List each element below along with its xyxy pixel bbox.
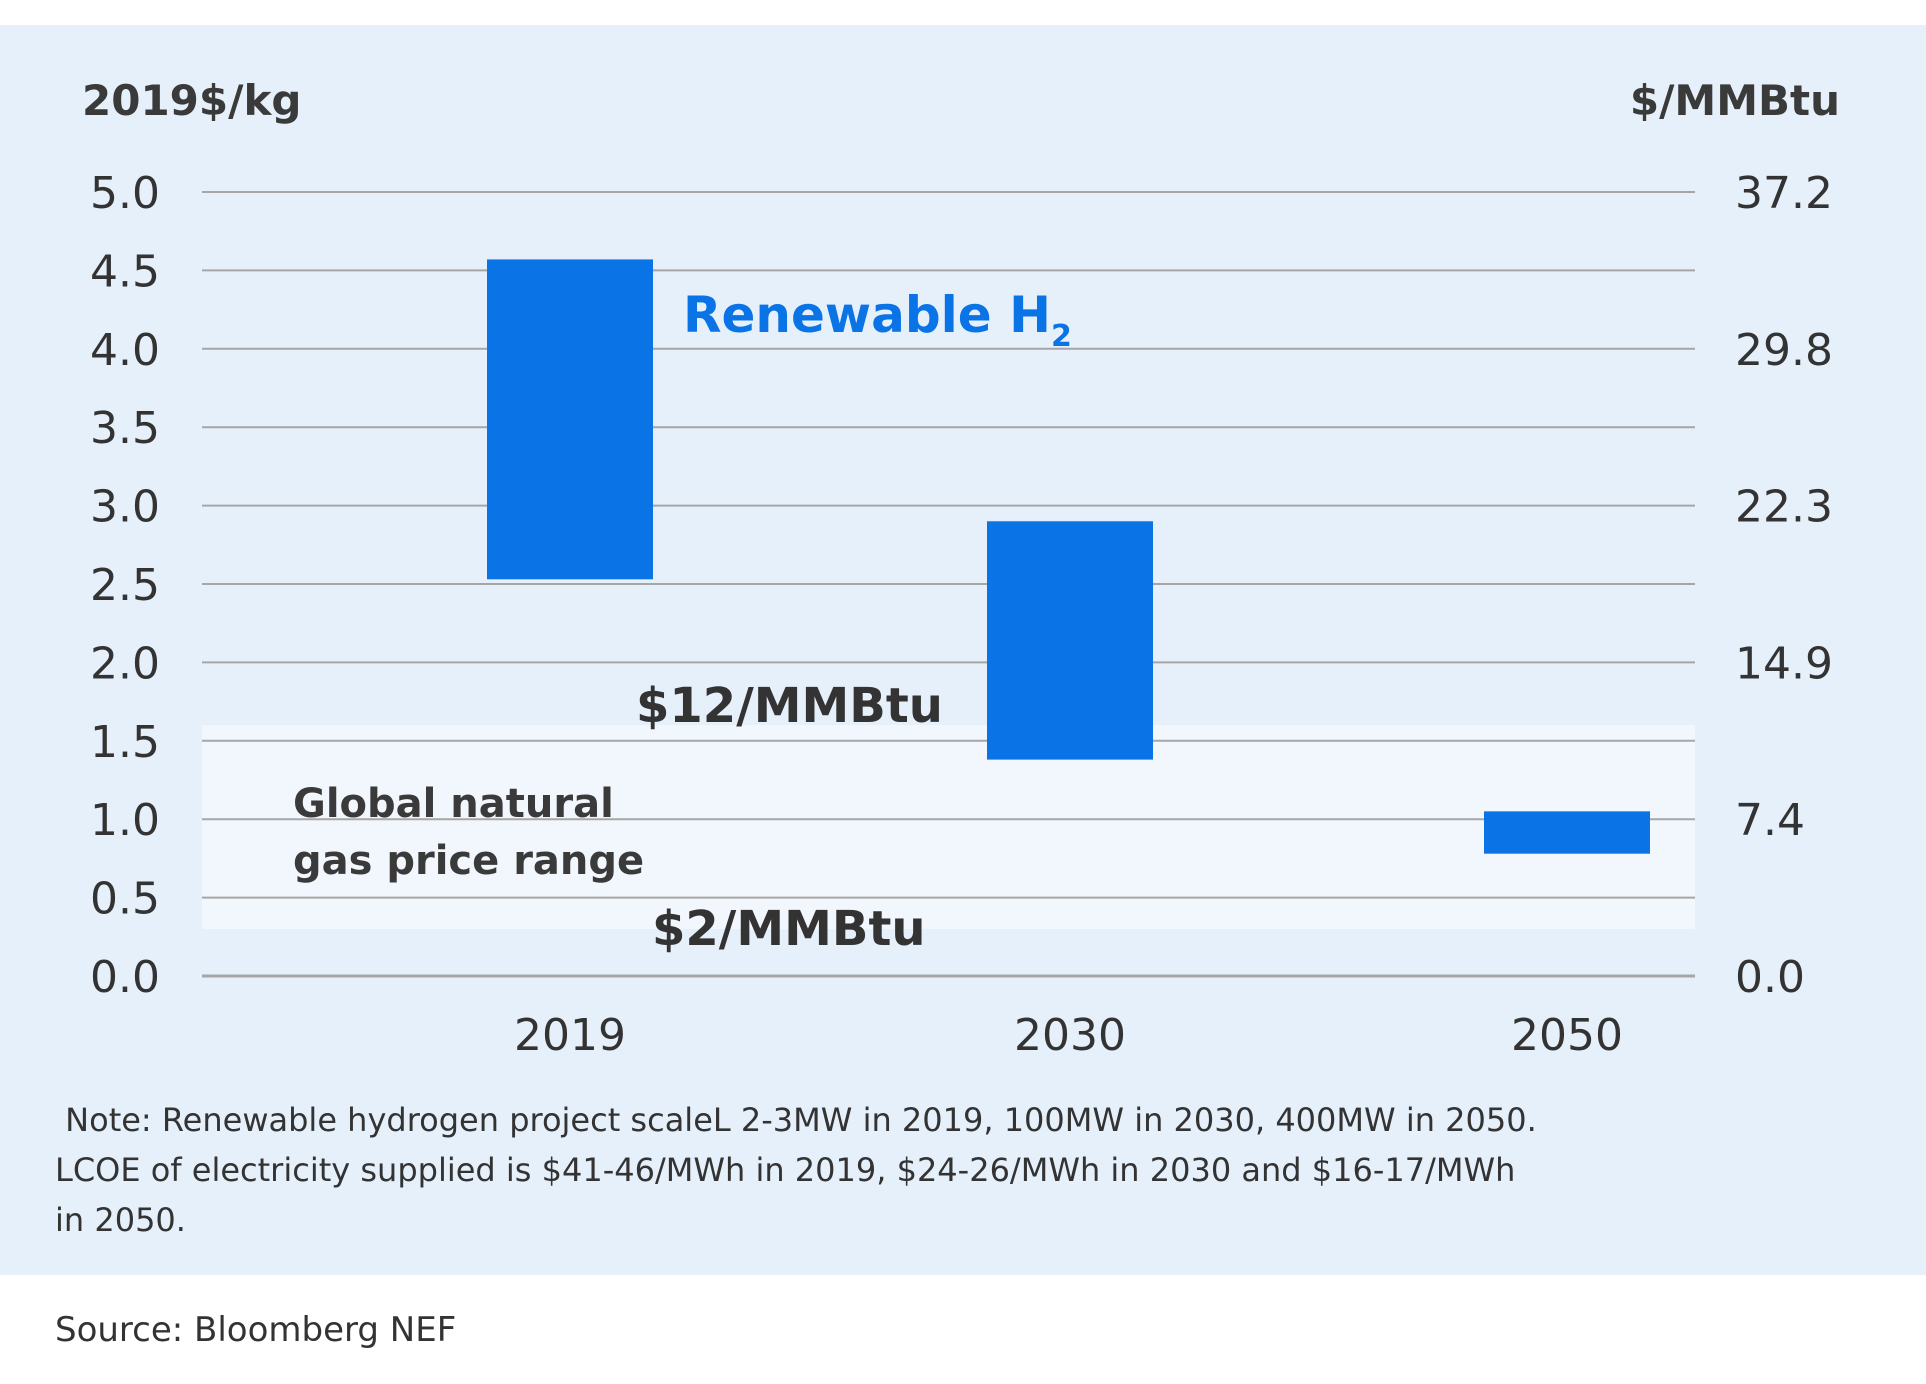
series-label: Renewable H2 bbox=[683, 286, 1072, 354]
gas-price-band bbox=[202, 725, 1695, 929]
right-tick-label: 37.2 bbox=[1735, 168, 1833, 219]
note-line: LCOE of electricity supplied is $41-46/M… bbox=[55, 1151, 1516, 1189]
left-tick-label: 3.5 bbox=[90, 403, 160, 454]
right-tick-label: 29.8 bbox=[1735, 325, 1833, 376]
left-tick-label: 0.0 bbox=[90, 952, 160, 1003]
range-bar bbox=[987, 521, 1153, 760]
left-tick-label: 2.5 bbox=[90, 560, 160, 611]
band-label-line: gas price range bbox=[293, 838, 644, 884]
note-line: in 2050. bbox=[55, 1201, 186, 1239]
left-tick-label: 1.0 bbox=[90, 795, 160, 846]
left-axis-label: 2019$/kg bbox=[82, 76, 301, 125]
right-tick-label: 22.3 bbox=[1735, 482, 1833, 533]
chart-panel bbox=[0, 25, 1926, 1275]
right-tick-label: 0.0 bbox=[1735, 952, 1805, 1003]
left-tick-label: 5.0 bbox=[90, 168, 160, 219]
category-label: 2030 bbox=[1014, 1010, 1126, 1061]
category-label: 2050 bbox=[1511, 1010, 1623, 1061]
note-line: Note: Renewable hydrogen project scaleL … bbox=[55, 1101, 1537, 1139]
left-tick-label: 3.0 bbox=[90, 482, 160, 533]
left-tick-label: 4.5 bbox=[90, 246, 160, 297]
left-tick-label: 2.0 bbox=[90, 638, 160, 689]
category-label: 2019 bbox=[514, 1010, 626, 1061]
range-bar bbox=[487, 259, 653, 580]
left-tick-label: 0.5 bbox=[90, 874, 160, 925]
right-axis-label: $/MMBtu bbox=[1630, 76, 1840, 125]
band-upper-label: $12/MMBtu bbox=[636, 678, 943, 734]
left-tick-label: 1.5 bbox=[90, 717, 160, 768]
series-label-text: Renewable H bbox=[683, 286, 1051, 344]
band-label-line: Global natural bbox=[293, 781, 614, 827]
source-text: Source: Bloomberg NEF bbox=[55, 1310, 457, 1350]
chart-note: Note: Renewable hydrogen project scaleL … bbox=[55, 1095, 1755, 1245]
right-tick-label: 7.4 bbox=[1735, 795, 1805, 846]
band-lower-label: $2/MMBtu bbox=[652, 901, 926, 957]
right-tick-label: 14.9 bbox=[1735, 638, 1833, 689]
left-tick-label: 4.0 bbox=[90, 325, 160, 376]
range-bar bbox=[1484, 811, 1650, 854]
series-label-subscript: 2 bbox=[1051, 319, 1072, 354]
